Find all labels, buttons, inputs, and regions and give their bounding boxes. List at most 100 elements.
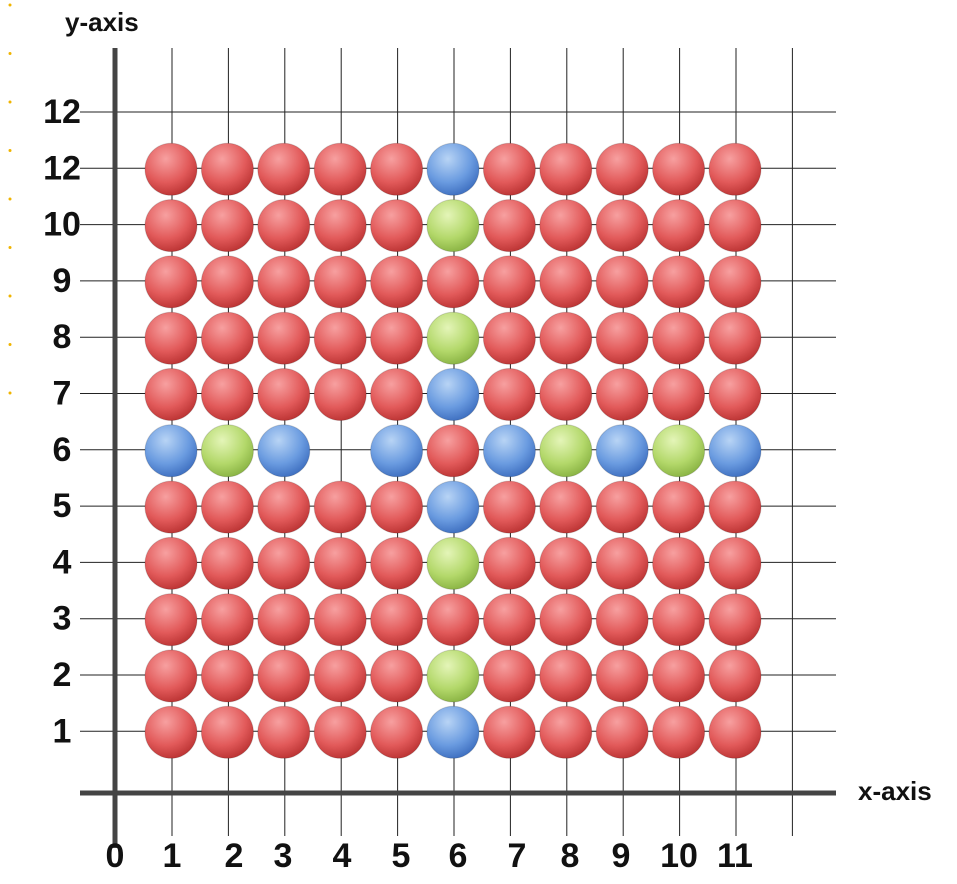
circle-red (426, 593, 480, 647)
circle-red (539, 368, 593, 421)
circle-red (370, 142, 424, 196)
circle-red (257, 199, 311, 253)
circle-red (539, 649, 593, 703)
circle-blue (708, 424, 762, 478)
circle-red (370, 199, 424, 253)
circle-red (482, 311, 536, 365)
dot (8, 294, 12, 298)
circle-blue (595, 424, 649, 478)
circle-red (652, 255, 706, 309)
circle-red (539, 480, 593, 534)
circle-red (370, 536, 424, 590)
y-tick-label: 4 (53, 543, 72, 581)
circle-red (200, 480, 254, 534)
circle-red (257, 593, 311, 647)
circle-red (595, 368, 649, 421)
circle-red (595, 649, 649, 703)
circle-red (257, 649, 311, 703)
y-tick-label: 3 (53, 600, 72, 638)
x-tick-label: 9 (612, 837, 631, 875)
y-tick-label: 5 (53, 487, 72, 525)
circle-red (539, 255, 593, 309)
dot (8, 391, 12, 395)
circle-red (144, 311, 198, 365)
circle-blue (144, 424, 198, 478)
circle-red (482, 705, 536, 759)
circle-green (426, 199, 480, 253)
circle-red (144, 480, 198, 534)
circle-red (652, 480, 706, 534)
circle-red (595, 142, 649, 196)
circle-red (200, 536, 254, 590)
circle-red (708, 311, 762, 365)
y-tick-label: 12 (43, 93, 81, 131)
y-tick-label: 9 (53, 262, 72, 300)
circle-red (257, 480, 311, 534)
circle-red (652, 311, 706, 365)
circle-red (482, 368, 536, 421)
dot (8, 52, 12, 55)
y-tick-label: 2 (53, 656, 72, 694)
circle-red (144, 536, 198, 590)
circle-red (370, 593, 424, 647)
circle-red (313, 368, 367, 421)
circle-red (482, 199, 536, 253)
circle-red (370, 705, 424, 759)
circle-red (200, 649, 254, 703)
circle-red (482, 536, 536, 590)
circle-red (313, 649, 367, 703)
y-tick-label: 7 (53, 374, 72, 412)
circle-green (426, 311, 480, 365)
circle-red (313, 705, 367, 759)
y-tick-label: 10 (43, 206, 81, 244)
dot (8, 197, 12, 201)
y-tick-label: 8 (53, 318, 72, 356)
circle-red (257, 705, 311, 759)
circle-red (370, 255, 424, 309)
circle-red (595, 199, 649, 253)
circle-blue (482, 424, 536, 478)
circle-red (313, 311, 367, 365)
circle-green (539, 424, 593, 478)
x-tick-label: 0 (106, 837, 125, 875)
circle-red (539, 311, 593, 365)
circle-red (144, 705, 198, 759)
dot (8, 3, 12, 7)
x-axis-label: x-axis (858, 776, 932, 806)
circle-green (426, 536, 480, 590)
x-tick-label: 4 (333, 837, 352, 875)
circle-blue (426, 142, 480, 196)
circle-red (426, 424, 480, 478)
circle-red (652, 649, 706, 703)
circle-red (482, 593, 536, 647)
circle-blue (370, 424, 424, 478)
circle-blue (426, 705, 480, 759)
dot (8, 100, 12, 104)
circle-red (313, 199, 367, 253)
dot (8, 246, 12, 249)
circle-blue (426, 368, 480, 421)
circle-red (144, 368, 198, 421)
circle-red (539, 705, 593, 759)
circle-red (370, 368, 424, 421)
y-axis-label: y-axis (65, 7, 139, 37)
circle-red (652, 593, 706, 647)
x-tick-label: 11 (717, 837, 753, 875)
circle-red (652, 142, 706, 196)
circle-red (595, 593, 649, 647)
side-dots (8, 3, 12, 395)
circle-red (595, 311, 649, 365)
circle-red (200, 311, 254, 365)
circle-red (539, 593, 593, 647)
circle-red (257, 536, 311, 590)
x-tick-label: 6 (449, 837, 468, 875)
circle-red (595, 705, 649, 759)
circle-red (708, 255, 762, 309)
circle-red (652, 199, 706, 253)
circle-red (200, 593, 254, 647)
circle-red (370, 480, 424, 534)
x-tick-label: 3 (274, 837, 293, 875)
y-tick-label: 12 (43, 149, 81, 187)
